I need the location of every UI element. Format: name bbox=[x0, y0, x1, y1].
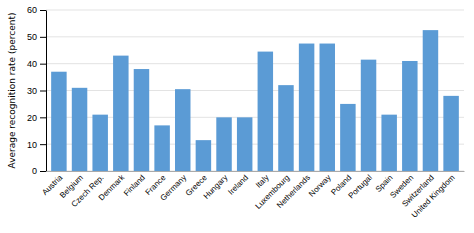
tick: 60 bbox=[27, 5, 46, 15]
bar bbox=[134, 69, 149, 171]
tick-label: Czech Rep. bbox=[70, 173, 106, 209]
grid-line bbox=[46, 90, 464, 91]
tick: Italy bbox=[254, 171, 271, 190]
grid-line bbox=[46, 10, 464, 11]
tick: United Kingdom bbox=[410, 171, 457, 220]
tick-label: 20 bbox=[27, 113, 37, 123]
grid-line bbox=[46, 63, 464, 64]
bar bbox=[361, 60, 376, 171]
tick-label: 0 bbox=[32, 166, 37, 176]
x-axis: AustriaBelgiumCzech Rep.DenmarkFinlandFr… bbox=[40, 171, 464, 220]
bar bbox=[72, 88, 87, 171]
bar bbox=[340, 104, 355, 171]
tick-mark bbox=[40, 171, 46, 172]
tick: 20 bbox=[27, 113, 46, 123]
tick: 40 bbox=[27, 59, 46, 69]
bar bbox=[423, 30, 438, 171]
tick: Netherlands bbox=[275, 171, 312, 210]
tick: Ireland bbox=[226, 171, 250, 197]
axis-line bbox=[46, 11, 47, 172]
chart: 0 10 20 30 40 50 60 AustriaBelgiumCzech Rep.Den… bbox=[0, 0, 474, 233]
tick: Denmark bbox=[97, 171, 127, 202]
tick-label: 30 bbox=[27, 86, 37, 96]
bar bbox=[299, 44, 314, 171]
tick: Czech Rep. bbox=[70, 171, 106, 209]
tick-label: 40 bbox=[27, 59, 37, 69]
tick: 0 bbox=[32, 166, 46, 176]
grid-line bbox=[46, 144, 464, 145]
grid-line bbox=[46, 117, 464, 118]
tick-mark bbox=[40, 144, 46, 145]
tick: 30 bbox=[27, 86, 46, 96]
grid-line bbox=[46, 171, 464, 172]
bar bbox=[154, 125, 169, 171]
tick: Norway bbox=[307, 171, 333, 199]
y-axis-title: Average recognition rate (percent) bbox=[7, 13, 17, 169]
tick: 10 bbox=[27, 140, 46, 150]
tick-mark bbox=[40, 64, 46, 65]
bar bbox=[443, 96, 458, 171]
plot: 0 10 20 30 40 50 60 AustriaBelgiumCzech Rep.Den… bbox=[27, 5, 465, 219]
tick-label: Norway bbox=[307, 173, 333, 199]
axis-line bbox=[47, 171, 465, 172]
tick: Finland bbox=[122, 171, 147, 198]
bar bbox=[278, 85, 293, 171]
grid bbox=[46, 10, 464, 171]
tick-label: Hungary bbox=[202, 173, 230, 201]
tick-mark bbox=[40, 91, 46, 92]
bar bbox=[237, 117, 252, 171]
tick-label: 10 bbox=[27, 140, 37, 150]
tick-label: 60 bbox=[27, 5, 37, 15]
grid-line bbox=[46, 36, 464, 37]
bar bbox=[402, 61, 417, 171]
tick: Portugal bbox=[346, 171, 374, 200]
tick-label: Ireland bbox=[226, 173, 250, 197]
bar bbox=[258, 52, 273, 171]
tick-mark bbox=[40, 10, 46, 11]
tick-mark bbox=[40, 117, 46, 118]
tick-mark bbox=[40, 37, 46, 38]
bar bbox=[51, 72, 66, 171]
tick-label: 50 bbox=[27, 32, 37, 42]
bar bbox=[216, 117, 231, 171]
bar bbox=[196, 140, 211, 171]
bars bbox=[51, 30, 459, 171]
tick-label: Portugal bbox=[346, 173, 374, 201]
tick: Hungary bbox=[202, 171, 230, 201]
tick-label: Denmark bbox=[97, 172, 127, 202]
tick-label: Italy bbox=[254, 173, 271, 190]
bar bbox=[381, 115, 396, 171]
bar bbox=[113, 56, 128, 171]
tick-label: United Kingdom bbox=[410, 173, 457, 220]
tick: Germany bbox=[159, 171, 189, 203]
bar bbox=[175, 89, 190, 171]
tick-label: Germany bbox=[159, 173, 189, 203]
tick-label: Finland bbox=[122, 173, 147, 198]
bar bbox=[320, 44, 335, 171]
y-axis: 0 10 20 30 40 50 60 bbox=[27, 5, 47, 176]
bar bbox=[92, 115, 107, 171]
tick: 50 bbox=[27, 32, 46, 42]
